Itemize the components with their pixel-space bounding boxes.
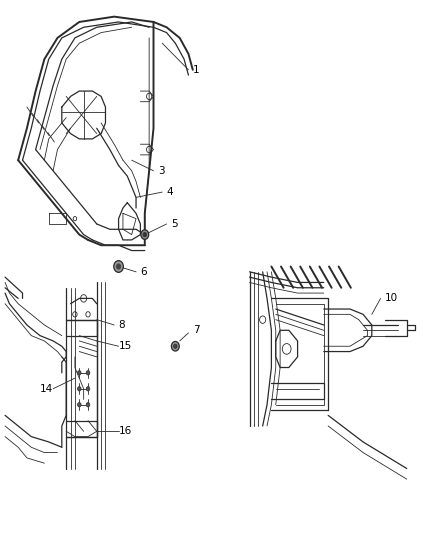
Text: 15: 15 xyxy=(119,341,132,351)
Circle shape xyxy=(171,342,179,351)
Text: 16: 16 xyxy=(119,426,132,437)
Circle shape xyxy=(78,402,81,407)
Circle shape xyxy=(114,261,124,272)
Circle shape xyxy=(86,386,90,391)
Text: 10: 10 xyxy=(385,293,398,303)
Circle shape xyxy=(141,230,149,239)
Text: 6: 6 xyxy=(141,267,147,277)
Text: 1: 1 xyxy=(193,65,199,75)
Circle shape xyxy=(117,264,121,269)
Text: 5: 5 xyxy=(171,219,177,229)
Text: 4: 4 xyxy=(166,187,173,197)
Text: 14: 14 xyxy=(40,384,53,394)
Text: 3: 3 xyxy=(158,166,165,176)
Circle shape xyxy=(78,370,81,375)
Circle shape xyxy=(173,344,177,349)
Text: 8: 8 xyxy=(119,320,125,330)
Circle shape xyxy=(78,386,81,391)
Text: 7: 7 xyxy=(193,325,199,335)
Circle shape xyxy=(143,232,147,237)
Circle shape xyxy=(86,402,90,407)
Circle shape xyxy=(86,370,90,375)
